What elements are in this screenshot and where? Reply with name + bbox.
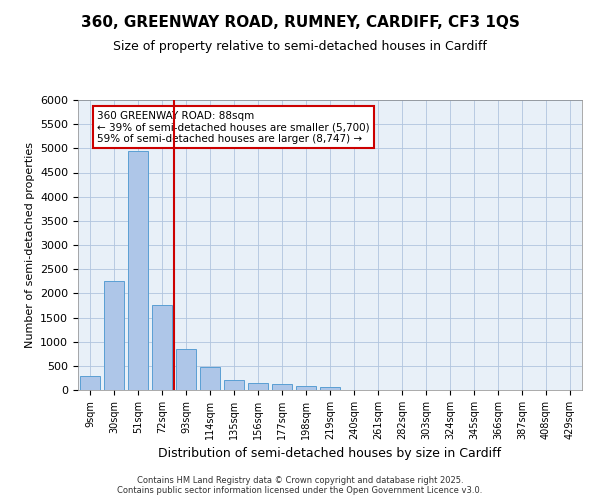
Bar (80, 376, 100, 390)
Bar (320, 386, 340, 390)
Text: 360 GREENWAY ROAD: 88sqm
← 39% of semi-detached houses are smaller (5,700)
59% o: 360 GREENWAY ROAD: 88sqm ← 39% of semi-d… (97, 110, 370, 144)
Bar (104, 281, 124, 390)
Bar (296, 386, 316, 390)
Text: 360, GREENWAY ROAD, RUMNEY, CARDIFF, CF3 1QS: 360, GREENWAY ROAD, RUMNEY, CARDIFF, CF3… (80, 15, 520, 30)
Bar (224, 380, 244, 390)
Bar (248, 383, 268, 390)
Bar (152, 306, 172, 390)
Bar (200, 367, 220, 390)
X-axis label: Distribution of semi-detached houses by size in Cardiff: Distribution of semi-detached houses by … (158, 448, 502, 460)
Bar (272, 384, 292, 390)
Y-axis label: Number of semi-detached properties: Number of semi-detached properties (25, 142, 35, 348)
Text: Contains HM Land Registry data © Crown copyright and database right 2025.
Contai: Contains HM Land Registry data © Crown c… (118, 476, 482, 495)
Bar (128, 151, 148, 390)
Bar (176, 349, 196, 390)
Text: Size of property relative to semi-detached houses in Cardiff: Size of property relative to semi-detach… (113, 40, 487, 53)
